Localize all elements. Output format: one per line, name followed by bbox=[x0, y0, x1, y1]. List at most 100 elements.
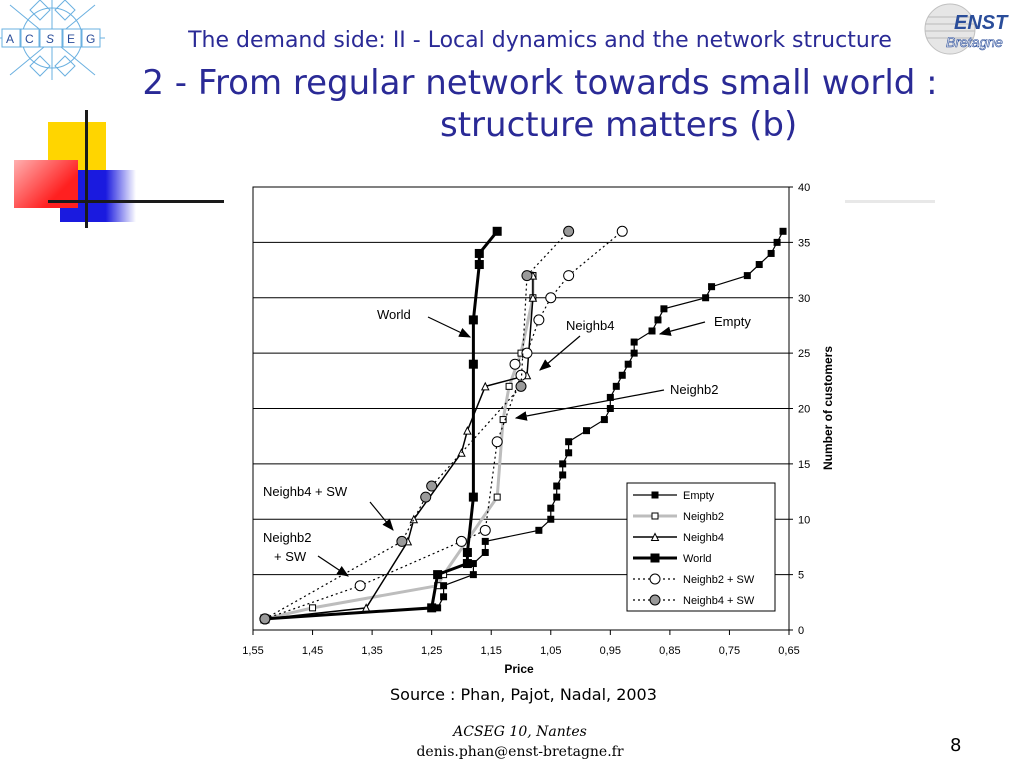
series-layer bbox=[259, 225, 787, 625]
y-tick-label: 10 bbox=[798, 514, 810, 526]
axis-ticks: 0 5 10 15 20 25 30 35 40 1,55 1,45 1,35 1,25 1,15 1,05… bbox=[242, 182, 810, 657]
x-tick-label: 1,55 bbox=[242, 645, 263, 657]
annotation-neighb2-sw-arrow bbox=[317, 555, 349, 577]
enst-logo: ENST Bretagne bbox=[924, 3, 1009, 55]
bretagne-logo-text: Bretagne bbox=[946, 34, 1003, 50]
data-point-world bbox=[474, 248, 484, 258]
annotation-neighb2-sw-line1: Neighb2 bbox=[263, 530, 311, 545]
legend-marker-neighb2 bbox=[651, 512, 659, 520]
data-point-neighb2-sw bbox=[354, 580, 366, 592]
slide-subtitle: The demand side: II - Local dynamics and… bbox=[188, 28, 892, 53]
annotation-neighb4-arrow bbox=[539, 335, 581, 371]
data-point-empty bbox=[702, 294, 710, 302]
data-point-empty bbox=[600, 416, 608, 424]
annotation-empty-arrow bbox=[658, 321, 706, 336]
slide-title-line-a: 2 - From regular network towards small w… bbox=[142, 63, 938, 103]
x-tick-label: 0,75 bbox=[719, 645, 740, 657]
data-point-neighb4 bbox=[409, 514, 419, 524]
data-point-empty bbox=[535, 526, 543, 534]
data-point-world bbox=[474, 260, 484, 270]
data-point-empty bbox=[624, 360, 632, 368]
data-point-neighb4-sw bbox=[396, 535, 408, 547]
x-tick-label: 0,65 bbox=[778, 645, 799, 657]
x-tick-label: 1,35 bbox=[361, 645, 382, 657]
annotation-neighb4-sw-arrow bbox=[369, 501, 394, 531]
data-point-neighb2-sw bbox=[533, 314, 545, 326]
data-point-empty bbox=[612, 382, 620, 390]
data-point-empty bbox=[481, 548, 489, 556]
data-point-empty bbox=[553, 482, 561, 490]
data-point-world bbox=[462, 547, 472, 557]
data-point-neighb4-sw bbox=[426, 480, 438, 492]
data-point-neighb4-sw bbox=[420, 491, 432, 503]
data-point-empty bbox=[708, 283, 716, 291]
data-point-empty bbox=[660, 305, 668, 313]
data-point-neighb2-sw bbox=[616, 225, 628, 237]
data-point-empty bbox=[469, 571, 477, 579]
data-point-empty bbox=[779, 227, 787, 235]
y-axis-label: Number of customers bbox=[821, 346, 835, 470]
y-tick-label: 40 bbox=[798, 182, 810, 194]
annotation-world: World bbox=[377, 307, 411, 322]
series-neighb2-sw bbox=[259, 225, 628, 625]
data-point-neighb4-sw bbox=[521, 270, 533, 282]
decor-right-line bbox=[845, 200, 935, 203]
annotation-neighb4-sw: Neighb4 + SW bbox=[263, 484, 348, 499]
data-point-empty bbox=[654, 316, 662, 324]
legend: Empty Neighb2 Neighb4 World Neighb2 + SW Neig… bbox=[626, 482, 776, 612]
data-point-empty bbox=[606, 405, 614, 412]
footer-conference: ACSEG 10, Nantes bbox=[453, 724, 587, 740]
series-neighb4-sw bbox=[259, 225, 575, 625]
slide-title: 2 - From regular network towards small w… bbox=[110, 62, 970, 146]
legend-marker-neighb4-sw bbox=[649, 594, 661, 606]
x-tick-label: 1,05 bbox=[540, 645, 561, 657]
data-point-empty bbox=[547, 504, 555, 512]
acseg-logo: A C S E G bbox=[0, 0, 105, 80]
y-tick-label: 0 bbox=[798, 625, 804, 637]
data-point-neighb2-sw bbox=[509, 358, 521, 370]
data-point-empty bbox=[767, 249, 775, 257]
annotations: World Neighb4 Empty Neighb2 Neighb4 + SW… bbox=[263, 307, 751, 577]
data-point-neighb2-sw bbox=[545, 292, 557, 304]
data-point-empty bbox=[559, 471, 567, 479]
x-tick-label: 1,45 bbox=[302, 645, 323, 657]
data-point-empty bbox=[648, 327, 656, 335]
data-point-neighb2-sw bbox=[491, 436, 503, 448]
series-neighb4 bbox=[260, 270, 538, 623]
legend-label-empty: Empty bbox=[683, 490, 715, 502]
enst-logo-text: ENST bbox=[954, 12, 1009, 34]
data-point-neighb4 bbox=[480, 381, 490, 391]
data-point-empty bbox=[440, 582, 448, 590]
data-point-world bbox=[462, 559, 472, 569]
data-point-empty bbox=[559, 460, 567, 468]
data-point-empty bbox=[440, 593, 448, 601]
data-point-empty bbox=[630, 338, 638, 346]
data-point-empty bbox=[755, 261, 763, 269]
data-point-empty bbox=[618, 371, 626, 379]
data-point-empty bbox=[547, 515, 555, 523]
legend-marker-world bbox=[650, 553, 660, 563]
legend-label-neighb2: Neighb2 bbox=[683, 511, 724, 523]
annotation-neighb4: Neighb4 bbox=[566, 318, 614, 333]
data-point-world bbox=[468, 492, 478, 502]
data-point-neighb4-sw bbox=[563, 225, 575, 237]
footer-email: denis.phan@enst-bretagne.fr bbox=[416, 744, 624, 760]
logo-letter-a: A bbox=[6, 32, 14, 46]
data-point-empty bbox=[565, 438, 573, 446]
series-line-neighb2 bbox=[264, 275, 535, 621]
x-axis-label: Price bbox=[504, 662, 534, 676]
data-point-world bbox=[427, 603, 437, 613]
data-point-neighb2 bbox=[309, 604, 317, 612]
data-point-neighb4 bbox=[463, 426, 472, 435]
data-point-neighb2 bbox=[505, 382, 513, 390]
legend-label-neighb4-sw: Neighb4 + SW bbox=[683, 595, 755, 607]
data-point-neighb2-sw bbox=[479, 524, 491, 536]
x-tick-label: 1,15 bbox=[481, 645, 502, 657]
logo-letter-c: C bbox=[25, 32, 34, 46]
data-point-empty bbox=[773, 238, 781, 246]
x-tick-label: 0,85 bbox=[659, 645, 680, 657]
y-tick-label: 35 bbox=[798, 237, 810, 249]
decor-vertical-line bbox=[85, 110, 88, 228]
data-point-empty bbox=[743, 272, 751, 280]
